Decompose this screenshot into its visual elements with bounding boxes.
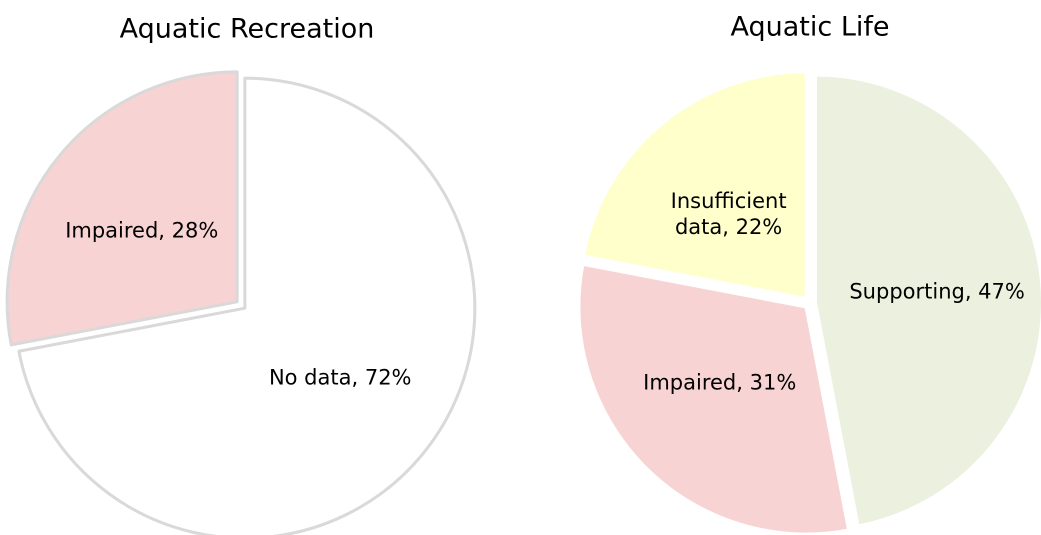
pie-slice <box>580 69 809 302</box>
data-label: Supporting, 47% <box>849 279 1025 303</box>
data-label: Impaired, 31% <box>643 371 796 395</box>
data-label: Insufficient data, 22% <box>671 189 787 239</box>
chart-title: Aquatic Life <box>731 12 890 43</box>
pie-slice <box>576 261 852 535</box>
pie-slice <box>5 70 239 347</box>
chart-title: Aquatic Recreation <box>120 14 375 45</box>
pie-slice <box>17 76 477 535</box>
pie-slice <box>812 72 1041 529</box>
data-label: No data, 72% <box>269 365 412 389</box>
data-label: Impaired, 28% <box>65 219 218 243</box>
